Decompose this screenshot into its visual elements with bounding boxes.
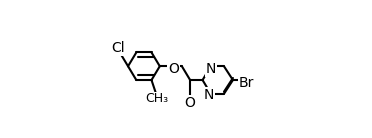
Text: Br: Br <box>238 76 254 90</box>
Text: O: O <box>185 96 196 110</box>
Text: Cl: Cl <box>111 41 125 55</box>
Text: O: O <box>168 62 179 76</box>
Text: N: N <box>206 62 216 76</box>
Text: CH₃: CH₃ <box>145 92 168 105</box>
Text: N: N <box>203 87 214 102</box>
